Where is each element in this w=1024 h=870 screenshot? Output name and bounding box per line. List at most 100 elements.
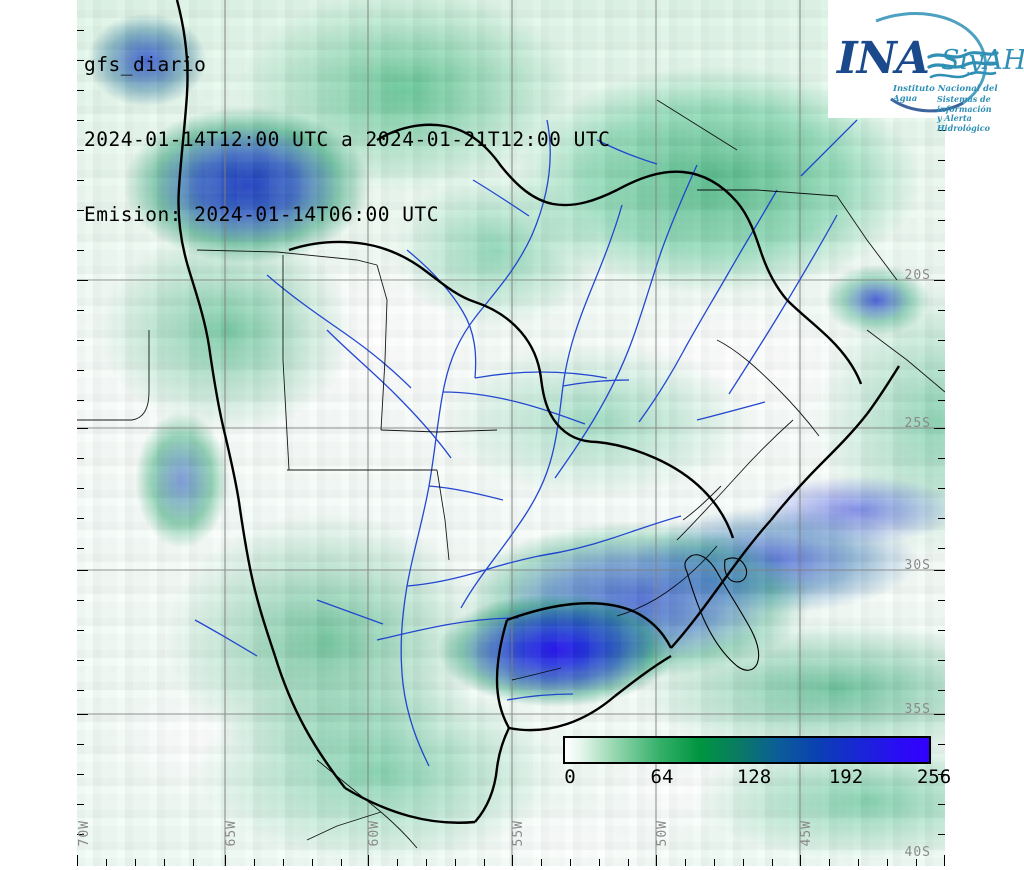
axis-tick	[938, 458, 945, 459]
axis-tick	[77, 834, 84, 835]
axis-tick	[541, 859, 542, 866]
axis-tick-lat-20s	[77, 280, 88, 281]
axis-tick	[77, 150, 84, 151]
axis-tick	[938, 834, 945, 835]
axis-tick	[77, 120, 84, 121]
axis-tick	[77, 30, 84, 31]
title-model: gfs_diario	[84, 53, 207, 76]
lat-label-20s: 20S	[904, 268, 931, 283]
colorbar-tick-256: 256	[916, 766, 952, 788]
axis-tick	[426, 859, 427, 866]
axis-tick	[77, 690, 84, 691]
axis-tick	[714, 859, 715, 866]
axis-tick	[829, 859, 830, 866]
axis-tick	[938, 660, 945, 661]
colorbar-legend[interactable]: 0 64 128 192 256	[563, 736, 951, 790]
axis-tick-lon-40w	[944, 855, 945, 866]
axis-tick	[938, 370, 945, 371]
logo-subtitle-line2: y Alerta Hidrológico	[937, 113, 990, 133]
axis-tick-right-lat-30s	[934, 570, 945, 571]
ina-logo[interactable]: INA SiyAH Instituto Nacional del Agua Si…	[828, 0, 1024, 132]
axis-tick	[77, 518, 84, 519]
logo-subtitle-line1: Sistemas de información	[937, 94, 992, 114]
axis-tick	[938, 310, 945, 311]
map-panel[interactable]: 70W 65W 60W 55W 50W 45W 20S 25S 30S 35S …	[77, 0, 945, 866]
lat-label-35s: 35S	[904, 702, 931, 717]
axis-tick	[106, 859, 107, 866]
axis-tick	[599, 859, 600, 866]
axis-tick	[77, 630, 84, 631]
axis-tick	[938, 804, 945, 805]
axis-tick	[341, 859, 342, 866]
axis-tick-lat-30s	[77, 570, 88, 571]
map-title-block: gfs_diario 2024-01-14T12:00 UTC a 2024-0…	[84, 2, 610, 277]
axis-tick	[135, 859, 136, 866]
axis-tick	[916, 859, 917, 866]
axis-tick	[938, 190, 945, 191]
geographic-overlay	[77, 0, 945, 866]
axis-tick	[938, 600, 945, 601]
axis-tick-lat-35s	[77, 714, 88, 715]
axis-tick	[938, 130, 945, 131]
axis-tick	[938, 400, 945, 401]
title-period: 2024-01-14T12:00 UTC a 2024-01-21T12:00 …	[84, 128, 611, 151]
axis-tick	[938, 744, 945, 745]
axis-tick	[938, 518, 945, 519]
axis-tick	[77, 60, 84, 61]
axis-tick-lon-55w	[512, 855, 513, 866]
axis-tick-right-lat-20s	[934, 280, 945, 281]
axis-tick	[938, 774, 945, 775]
logo-graphic	[875, 12, 999, 113]
axis-tick-lat-25s	[77, 428, 88, 429]
axis-tick	[484, 859, 485, 866]
axis-tick	[77, 548, 84, 549]
lon-label-60w: 60W	[367, 819, 382, 846]
axis-tick	[938, 160, 945, 161]
axis-tick	[455, 859, 456, 866]
axis-tick	[77, 804, 84, 805]
lon-label-45w: 45W	[799, 819, 814, 846]
axis-tick	[77, 458, 84, 459]
lon-label-65w: 65W	[224, 819, 239, 846]
axis-tick	[77, 340, 84, 341]
axis-tick-lon-45w	[800, 855, 801, 866]
axis-tick	[77, 600, 84, 601]
lon-label-70w: 70W	[77, 819, 92, 846]
axis-tick	[77, 744, 84, 745]
lat-label-30s: 30S	[904, 558, 931, 573]
river-network	[194, 119, 858, 767]
axis-tick	[77, 660, 84, 661]
axis-tick	[887, 859, 888, 866]
lagoon-outlines	[684, 554, 760, 671]
country-borders	[175, 0, 901, 824]
logo-subtitle-institute: Instituto Nacional del Agua	[893, 84, 998, 104]
axis-tick	[938, 630, 945, 631]
axis-tick	[397, 859, 398, 866]
axis-tick-lon-70w	[77, 855, 78, 866]
colorbar-tick-192: 192	[828, 766, 864, 788]
axis-tick	[77, 400, 84, 401]
axis-tick	[77, 210, 84, 211]
axis-tick	[685, 859, 686, 866]
axis-tick	[938, 340, 945, 341]
axis-tick	[77, 370, 84, 371]
axis-tick	[254, 859, 255, 866]
axis-tick	[312, 859, 313, 866]
colorbar-tick-64: 64	[650, 766, 674, 788]
graticule	[77, 0, 945, 866]
axis-tick-lon-50w	[656, 855, 657, 866]
colorbar-tick-128: 128	[736, 766, 772, 788]
axis-tick	[77, 180, 84, 181]
axis-tick	[772, 859, 773, 866]
axis-tick	[628, 859, 629, 866]
axis-tick	[164, 859, 165, 866]
axis-tick	[77, 90, 84, 91]
axis-tick	[858, 859, 859, 866]
colorbar-gradient	[563, 736, 931, 764]
axis-tick	[77, 774, 84, 775]
axis-tick	[938, 220, 945, 221]
axis-tick-lon-60w	[368, 855, 369, 866]
axis-tick	[938, 488, 945, 489]
axis-tick	[283, 859, 284, 866]
